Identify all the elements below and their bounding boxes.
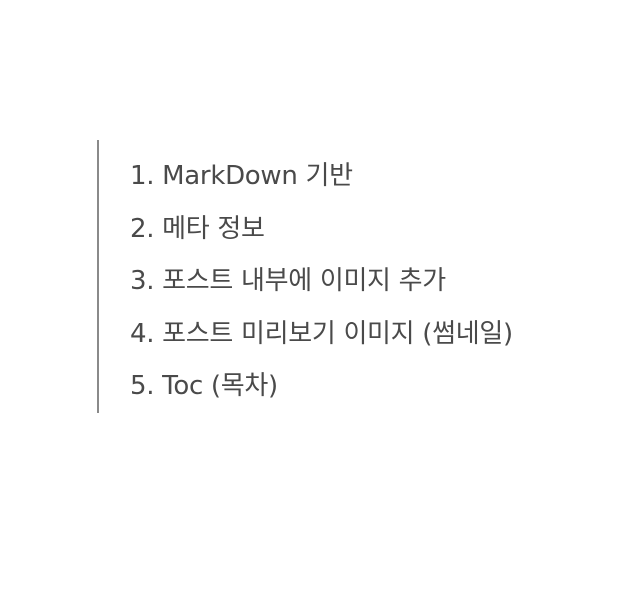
list-item: 4. 포스트 미리보기 이미지 (썸네일)	[130, 318, 513, 349]
list-item: 1. MarkDown 기반	[130, 161, 353, 191]
list-item: 5. Toc (목차)	[130, 371, 278, 401]
blockquote-border	[97, 140, 99, 413]
list-item: 2. 메타 정보	[130, 213, 265, 244]
feature-list: 1. MarkDown 기반 2. 메타 정보 3. 포스트 내부에 이미지 추…	[130, 150, 513, 413]
list-item: 3. 포스트 내부에 이미지 추가	[130, 266, 446, 296]
